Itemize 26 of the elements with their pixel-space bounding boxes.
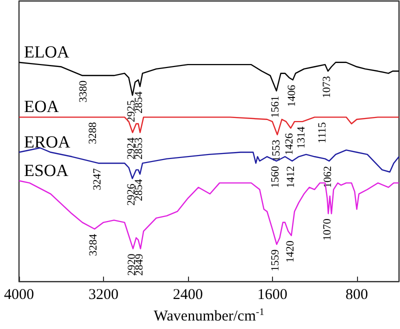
annotation: 3380	[77, 80, 90, 103]
x-tick-label: 3200	[88, 287, 118, 304]
annotation: 1412	[285, 166, 298, 188]
series-label: EROA	[24, 132, 71, 152]
annotation: 1559	[270, 248, 282, 272]
annotation: 1561	[269, 96, 282, 118]
annotation: 1426	[284, 132, 296, 156]
annotation: 1420	[284, 240, 296, 263]
annotation: 1406	[286, 84, 298, 107]
annotation: 1553	[270, 139, 282, 162]
annotation: 1073	[320, 76, 333, 98]
annotation: 1314	[296, 126, 308, 149]
annotation: 1115	[316, 122, 329, 144]
series-label: ESOA	[24, 160, 70, 180]
annotation: 1070	[321, 218, 334, 241]
x-tick-label: 1600	[257, 287, 288, 304]
series-label: EOA	[24, 97, 60, 116]
series-label: ELOA	[24, 42, 70, 62]
annotation: 1062	[322, 166, 334, 188]
x-tick-label: 800	[346, 287, 368, 304]
x-tick-label: 2400	[172, 287, 203, 304]
annotation: 1560	[270, 166, 282, 188]
x-tick-label: 4000	[4, 287, 34, 304]
annotation: 3247	[91, 168, 104, 190]
annotation: 3288	[87, 122, 100, 144]
annotation: 3284	[88, 233, 100, 256]
